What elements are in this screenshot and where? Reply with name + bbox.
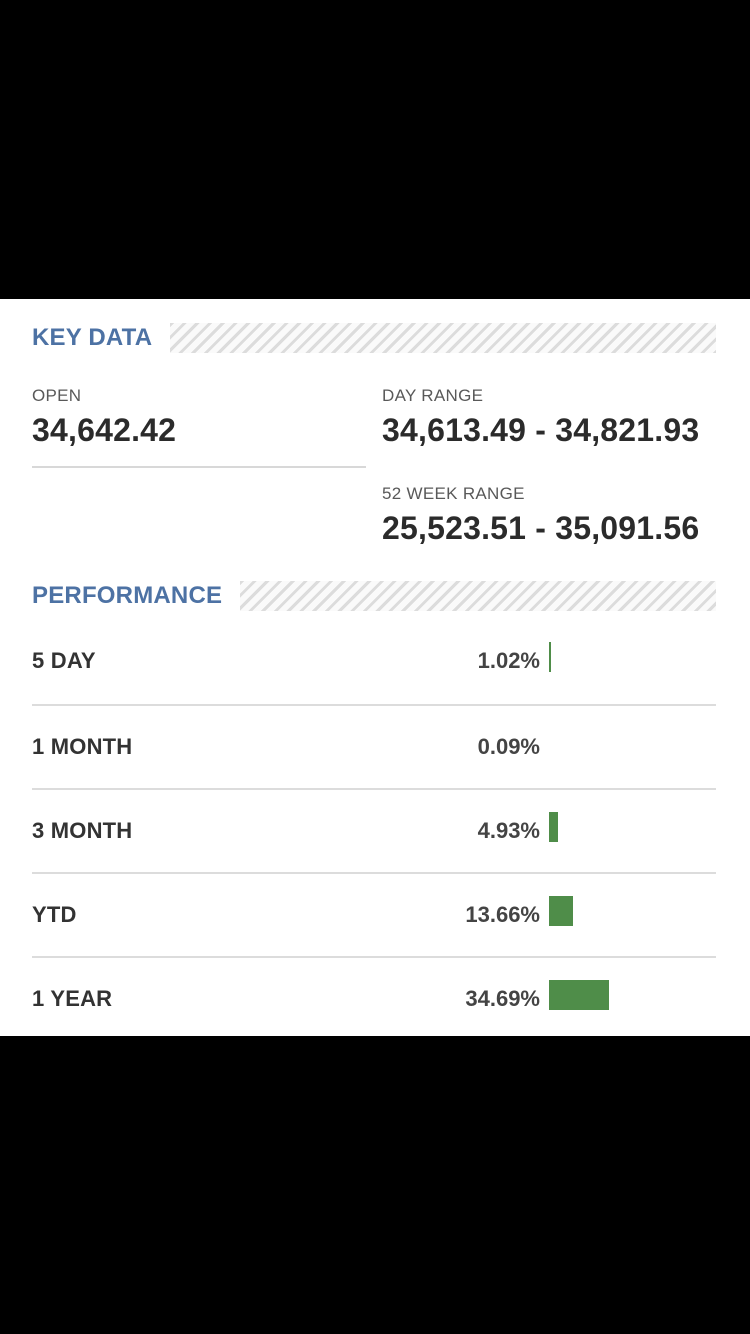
key-data-title: KEY DATA — [32, 324, 153, 351]
open-value: 34,642.42 — [32, 412, 177, 448]
performance-value: 13.66% — [465, 902, 540, 927]
open-label: OPEN — [32, 386, 82, 405]
performance-bar — [549, 896, 573, 926]
performance-value: 1.02% — [477, 648, 540, 673]
performance-label: 5 DAY — [32, 648, 96, 673]
performance-header-hatch — [240, 581, 716, 611]
performance-row-3-month: 3 MONTH 4.93% — [32, 788, 716, 872]
performance-label: 1 MONTH — [32, 734, 133, 759]
key-data-header-hatch — [170, 323, 716, 353]
performance-list: 5 DAY 1.02% 1 MONTH 0.09% 3 MONTH 4.93% … — [32, 620, 716, 1040]
performance-row-1-year: 1 YEAR 34.69% — [32, 956, 716, 1040]
performance-title: PERFORMANCE — [32, 582, 223, 609]
week52-range-label: 52 WEEK RANGE — [382, 484, 525, 503]
performance-label: 1 YEAR — [32, 986, 113, 1011]
performance-bar — [549, 642, 551, 672]
performance-row-5-day: 5 DAY 1.02% — [32, 620, 716, 704]
performance-row-ytd: YTD 13.66% — [32, 872, 716, 956]
performance-value: 4.93% — [477, 818, 540, 843]
performance-bar — [549, 812, 558, 842]
performance-label: 3 MONTH — [32, 818, 133, 843]
performance-label: YTD — [32, 902, 77, 927]
open-divider — [32, 466, 366, 468]
day-range-value: 34,613.49 - 34,821.93 — [382, 412, 700, 448]
performance-value: 34.69% — [465, 986, 540, 1011]
day-range-label: DAY RANGE — [382, 386, 484, 405]
key-data-header: KEY DATA — [32, 322, 716, 354]
quote-detail-card — [0, 299, 750, 1036]
bottom-letterbox — [0, 1036, 750, 1334]
week52-range-value: 25,523.51 - 35,091.56 — [382, 510, 700, 546]
performance-header: PERFORMANCE — [32, 580, 716, 612]
top-letterbox — [0, 0, 750, 299]
performance-row-1-month: 1 MONTH 0.09% — [32, 704, 716, 788]
performance-bar — [549, 980, 609, 1010]
performance-value: 0.09% — [477, 734, 540, 759]
